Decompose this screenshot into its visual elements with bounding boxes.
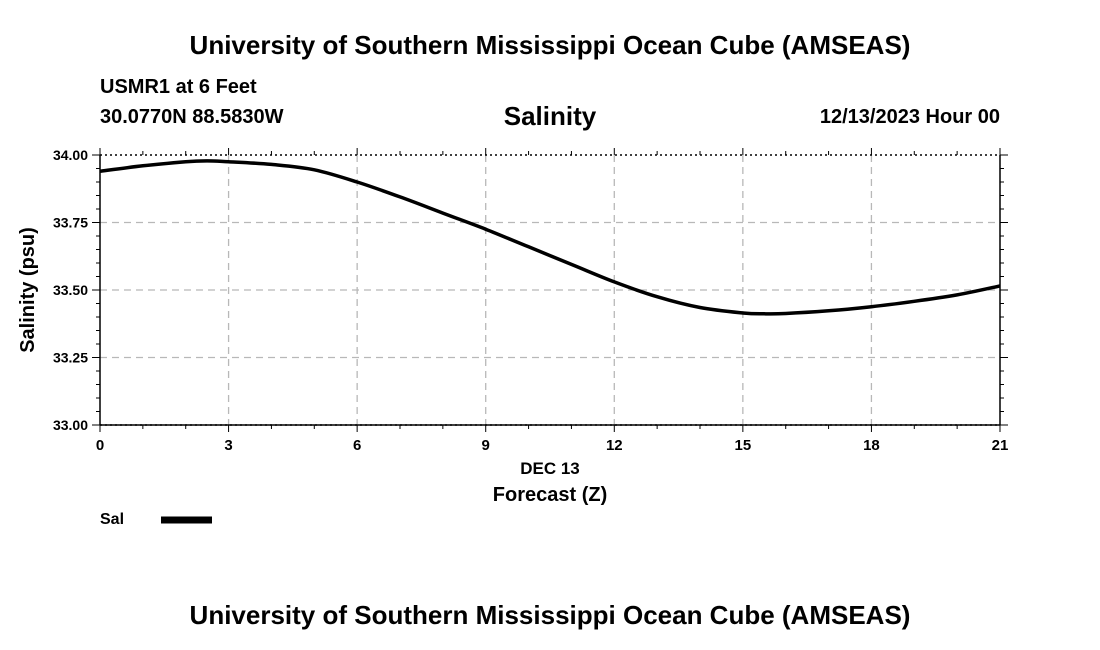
top-title: University of Southern Mississippi Ocean… <box>189 30 911 60</box>
valid-time: 12/13/2023 Hour 00 <box>819 106 1000 128</box>
chart-title: Salinity <box>503 101 597 131</box>
grid-lines <box>100 154 1000 426</box>
x-tick-label: 18 <box>863 437 880 454</box>
x-axis-label: Forecast (Z) <box>493 484 607 506</box>
bottom-title: University of Southern Mississippi Ocean… <box>189 600 911 630</box>
series-line-sal <box>99 159 1001 316</box>
series-layer <box>99 159 1001 316</box>
legend: Sal <box>100 511 212 528</box>
x-tick-label: 12 <box>606 437 623 454</box>
x-tick-label: 0 <box>96 437 104 454</box>
axes: 0 3 6 9 12 15 18 21 33.00 33.25 33.50 33.75 34.00 DEC… <box>17 147 1008 506</box>
legend-label: Sal <box>100 511 124 528</box>
x-tick-label: 6 <box>353 437 361 454</box>
y-tick-label: 34.00 <box>53 147 88 163</box>
x-tick-label: 3 <box>224 437 232 454</box>
station-label: USMR1 at 6 Feet <box>100 76 257 98</box>
station-coordinates: 30.0770N 88.5830W <box>100 106 284 128</box>
y-tick-label: 33.25 <box>53 350 88 366</box>
x-tick-label: 21 <box>992 437 1009 454</box>
y-tick-label: 33.75 <box>53 215 88 231</box>
y-tick-label: 33.00 <box>53 417 88 433</box>
x-axis-date-label: DEC 13 <box>520 459 580 478</box>
y-tick-label: 33.50 <box>53 282 88 298</box>
y-axis-label: Salinity (psu) <box>17 227 39 353</box>
x-tick-label: 15 <box>735 437 752 454</box>
x-tick-label: 9 <box>482 437 490 454</box>
